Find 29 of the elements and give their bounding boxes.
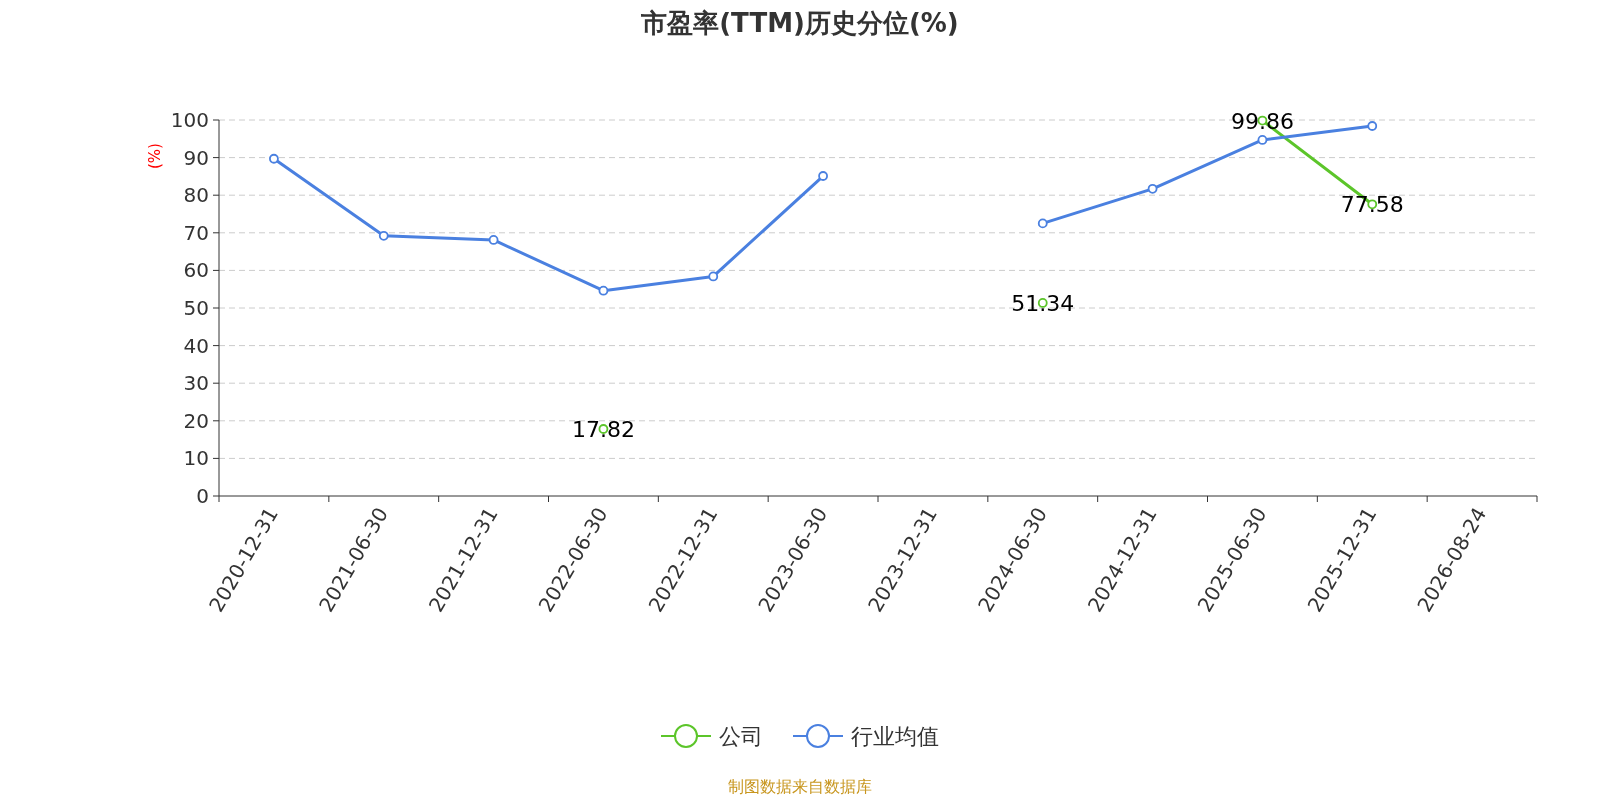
text: 制图数据来自数据库 [728, 777, 872, 796]
y-tick-label: 60 [183, 258, 209, 283]
y-tick-label: 10 [183, 446, 209, 471]
y-tick-label: 90 [183, 145, 209, 170]
point [269, 153, 279, 164]
y-tick-label: 70 [183, 220, 209, 245]
y-tick-label: 0 [196, 484, 209, 508]
y-tick-label: 50 [183, 296, 209, 320]
point [708, 271, 719, 282]
y-tick-label: 40 [183, 333, 209, 358]
point [1037, 218, 1048, 229]
point [1367, 121, 1378, 131]
y-axis-title: (%) [146, 143, 164, 169]
point [1147, 183, 1158, 194]
point [1257, 135, 1268, 145]
data-label: 51.34 [1011, 290, 1075, 316]
data-label: 77.58 [1340, 192, 1404, 218]
y-tick-label: 80 [183, 183, 209, 208]
point [488, 235, 499, 245]
y-tick-label: 30 [183, 371, 209, 396]
y-tick-label: 20 [183, 408, 209, 433]
legend-label: 行业均值 [851, 724, 939, 749]
point [378, 230, 389, 241]
point [598, 285, 609, 296]
y-tick-label: 100 [170, 108, 209, 132]
data-label: 17.82 [571, 417, 635, 442]
legend-label: 公司 [719, 724, 763, 749]
chart-title: 市盈率(TTM)历史分位(%) [640, 8, 959, 38]
point [818, 171, 828, 181]
